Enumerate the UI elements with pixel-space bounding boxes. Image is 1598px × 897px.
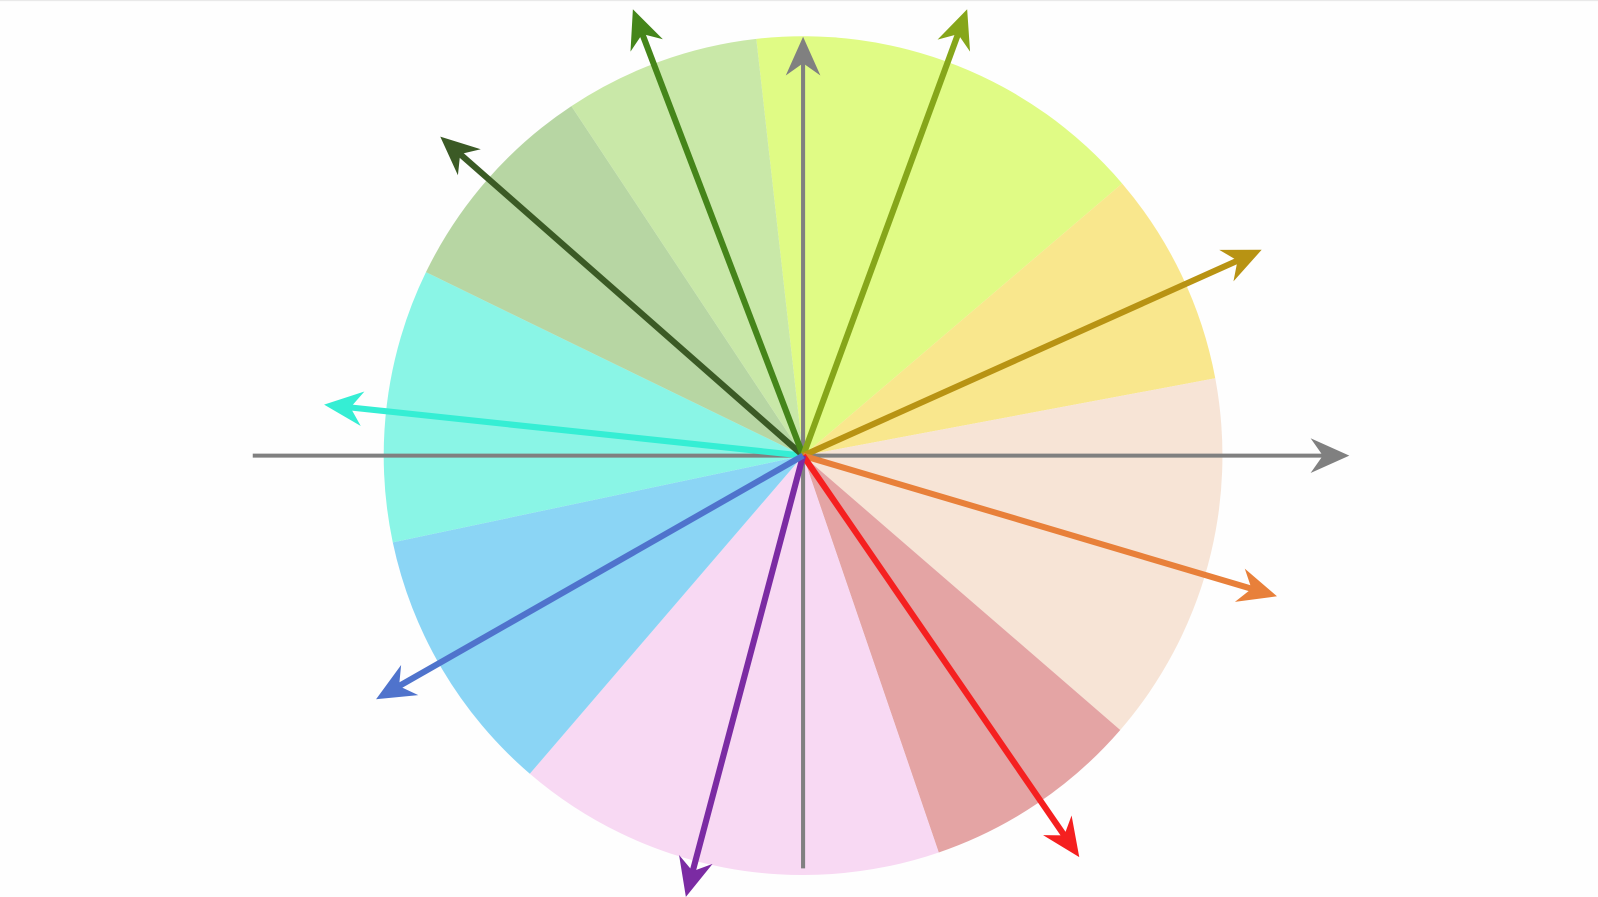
vector-shaft — [395, 452, 805, 690]
vector-head — [440, 136, 481, 176]
vector-head — [376, 664, 419, 700]
vector-head — [1219, 249, 1262, 282]
vector-shaft — [800, 453, 1068, 839]
sector — [803, 378, 1223, 730]
vector-shaft — [802, 452, 1255, 593]
vector-shaft — [689, 454, 807, 875]
sector — [425, 106, 804, 456]
vector-shaft — [638, 31, 806, 457]
sectors — [383, 36, 1223, 876]
sector — [383, 272, 804, 543]
sector — [529, 455, 939, 876]
vector-shaft — [801, 256, 1241, 459]
vector-head — [937, 9, 971, 52]
vector-head — [679, 855, 713, 897]
sector — [803, 183, 1216, 456]
vector-head — [324, 391, 365, 427]
vector-head — [630, 9, 663, 52]
sector — [392, 455, 804, 774]
sector — [756, 36, 1123, 456]
axis-y-head — [785, 36, 821, 76]
vector-shaft — [800, 31, 962, 457]
vector-shaft — [348, 404, 804, 459]
arrows — [252, 9, 1350, 897]
axis-x-head — [1310, 438, 1350, 473]
vector-shaft — [456, 150, 806, 458]
sector — [571, 38, 804, 456]
vector-head — [1234, 568, 1277, 602]
vector-head — [1043, 815, 1080, 858]
sector — [803, 455, 1121, 853]
